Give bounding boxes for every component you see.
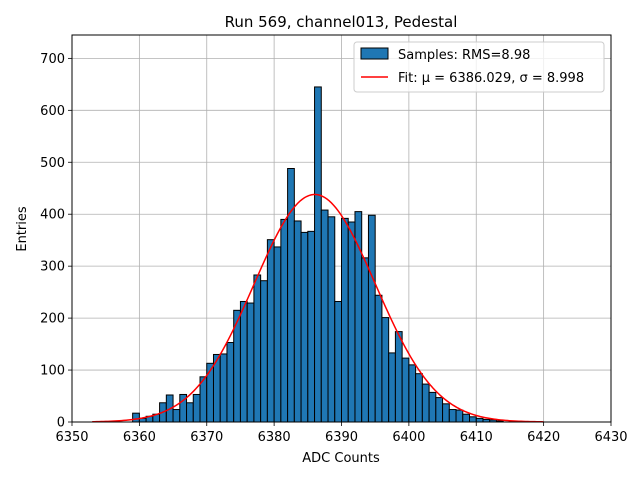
y-tick-label: 100 xyxy=(40,364,65,379)
histogram-bar xyxy=(374,294,383,423)
histogram-bar xyxy=(293,220,302,423)
histogram-bar xyxy=(388,352,396,423)
histogram-bar xyxy=(421,383,430,423)
x-tick-label: 6410 xyxy=(460,430,493,445)
histogram-bar xyxy=(314,86,322,423)
histogram-bar xyxy=(334,300,343,423)
y-tick-label: 0 xyxy=(57,416,65,431)
histogram-bar xyxy=(428,391,437,423)
histogram-bar xyxy=(226,342,235,423)
x-tick-label: 6420 xyxy=(527,430,560,445)
histogram-bar xyxy=(401,357,410,423)
fit-curve xyxy=(92,193,544,423)
y-tick-label: 400 xyxy=(40,208,65,223)
histogram-bar xyxy=(448,409,457,423)
x-tick-label: 6370 xyxy=(190,430,223,445)
histogram-bar xyxy=(347,221,356,423)
histogram-bar xyxy=(273,246,282,423)
histogram-bar xyxy=(300,231,309,423)
histogram-bar xyxy=(361,257,369,423)
x-tick-label: 6380 xyxy=(258,430,291,445)
histogram-bar xyxy=(307,230,316,423)
x-tick-label: 6350 xyxy=(55,430,88,445)
histogram-bar xyxy=(186,402,194,423)
histogram-bar xyxy=(206,362,214,423)
histogram-bar xyxy=(320,209,329,423)
x-axis-label: ADC Counts xyxy=(302,451,380,466)
legend-box xyxy=(353,41,605,93)
histogram-bar xyxy=(287,168,295,423)
histogram-bar xyxy=(172,409,181,423)
histogram-bar xyxy=(469,416,477,423)
histogram-bar xyxy=(239,300,248,423)
histogram-bar xyxy=(341,217,349,423)
histogram-bar xyxy=(253,274,262,423)
x-tick-label: 6400 xyxy=(392,430,425,445)
histogram-bars xyxy=(132,86,504,423)
histogram-bar xyxy=(132,412,140,423)
histogram-bar xyxy=(246,302,255,423)
histogram-bar xyxy=(394,331,403,423)
histogram-bar xyxy=(442,403,450,423)
histogram-bar xyxy=(280,218,289,423)
histogram-bar xyxy=(408,364,417,423)
histogram-bar xyxy=(455,409,464,423)
histogram-bar xyxy=(219,353,228,423)
chart-title: Run 569, channel013, Pedestal xyxy=(225,13,458,31)
histogram-bar xyxy=(266,239,275,423)
legend-swatch-histogram xyxy=(360,47,389,60)
y-axis-ticks: 0 100 200 300 400 500 600 700 xyxy=(40,52,72,431)
histogram-bar xyxy=(475,417,484,423)
y-tick-label: 200 xyxy=(40,312,65,327)
histogram-bar xyxy=(367,214,376,423)
histogram-bar xyxy=(260,280,268,423)
histogram-bar xyxy=(462,413,471,423)
legend: Samples: RMS=8.98 Fit: μ = 6386.029, σ =… xyxy=(353,41,605,93)
histogram-bar xyxy=(435,397,444,423)
y-tick-label: 700 xyxy=(40,52,65,67)
x-tick-label: 6360 xyxy=(123,430,156,445)
histogram-bar xyxy=(327,216,336,423)
y-tick-label: 600 xyxy=(40,104,65,119)
x-tick-label: 6430 xyxy=(594,430,627,445)
histogram-bar xyxy=(192,393,201,423)
x-axis-ticks: 6350 6360 6370 6380 6390 6400 6410 6420 6430 xyxy=(55,422,628,445)
y-axis-label: Entries xyxy=(15,206,30,252)
y-tick-label: 300 xyxy=(40,260,65,275)
legend-label-fit: Fit: μ = 6386.029, σ = 8.998 xyxy=(398,71,584,86)
histogram-bar xyxy=(415,373,423,423)
legend-label-histogram: Samples: RMS=8.98 xyxy=(398,48,530,63)
x-tick-label: 6390 xyxy=(325,430,358,445)
y-tick-label: 500 xyxy=(40,156,65,171)
histogram-bar xyxy=(381,317,390,423)
